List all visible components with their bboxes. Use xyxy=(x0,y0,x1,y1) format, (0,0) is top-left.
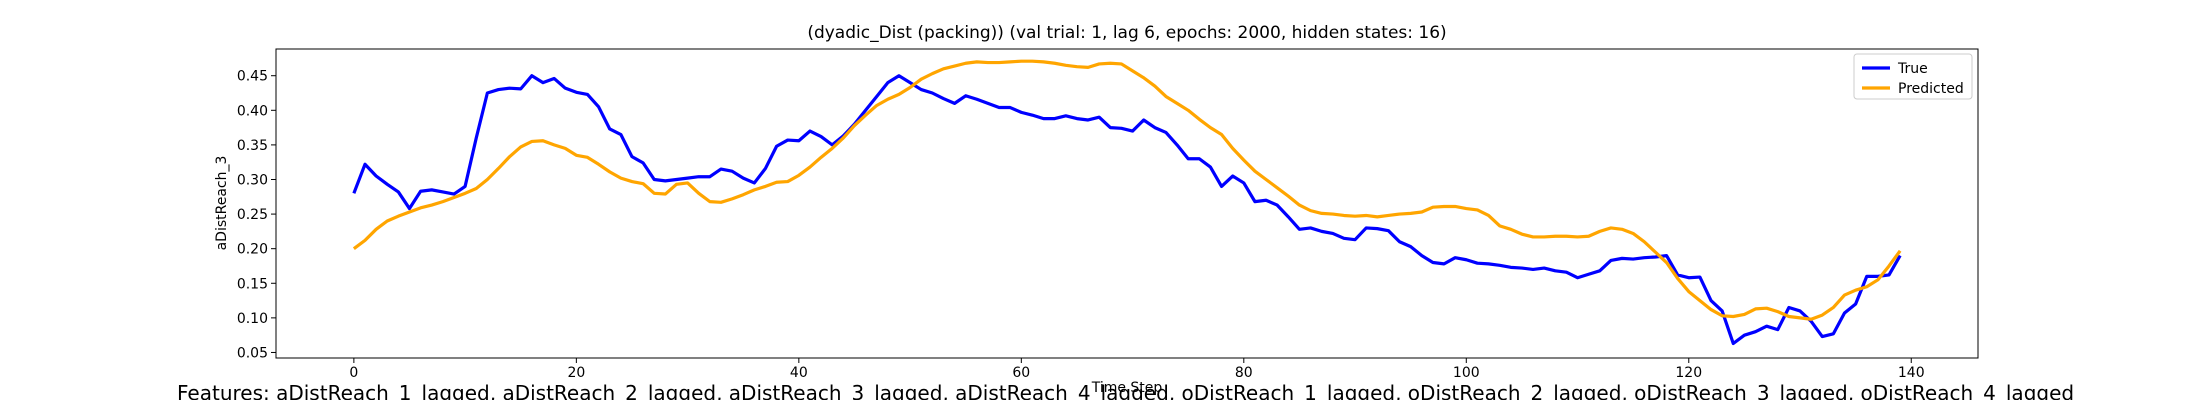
x-tick-label: 140 xyxy=(1898,365,1925,381)
y-tick-label: 0.15 xyxy=(237,276,268,292)
legend: True Predicted xyxy=(1853,53,1973,100)
legend-label: Predicted xyxy=(1898,81,1964,97)
x-tick-label: 0 xyxy=(349,365,358,381)
legend-label: True xyxy=(1897,61,1928,77)
data-line xyxy=(352,74,1902,346)
y-tick-label: 0.25 xyxy=(237,207,268,223)
x-tick-label: 80 xyxy=(1235,365,1253,381)
x-tick-label: 120 xyxy=(1675,365,1702,381)
x-tick-label: 60 xyxy=(1012,365,1030,381)
y-tick-label: 0.20 xyxy=(237,242,268,258)
y-tick-label: 0.30 xyxy=(237,172,268,188)
chart-title: (dyadic_Dist (packing)) (val trial: 1, l… xyxy=(807,23,1446,43)
x-tick-label: 20 xyxy=(567,365,585,381)
y-tick-label: 0.10 xyxy=(237,311,268,327)
footer-text: Features: aDistReach_1_lagged, aDistReac… xyxy=(177,381,2074,400)
y-tick-label: 0.05 xyxy=(237,345,268,361)
y-tick-label: 0.40 xyxy=(237,103,268,119)
y-axis-label: aDistReach_3 xyxy=(214,156,230,251)
plot-frame xyxy=(275,48,1979,359)
y-tick-label: 0.45 xyxy=(237,69,268,85)
y-tick-label: 0.35 xyxy=(237,138,268,154)
data-line xyxy=(352,59,1902,321)
x-axis-label: Time Step xyxy=(1091,380,1163,396)
x-tick-label: 100 xyxy=(1453,365,1480,381)
x-tick-label: 40 xyxy=(790,365,808,381)
